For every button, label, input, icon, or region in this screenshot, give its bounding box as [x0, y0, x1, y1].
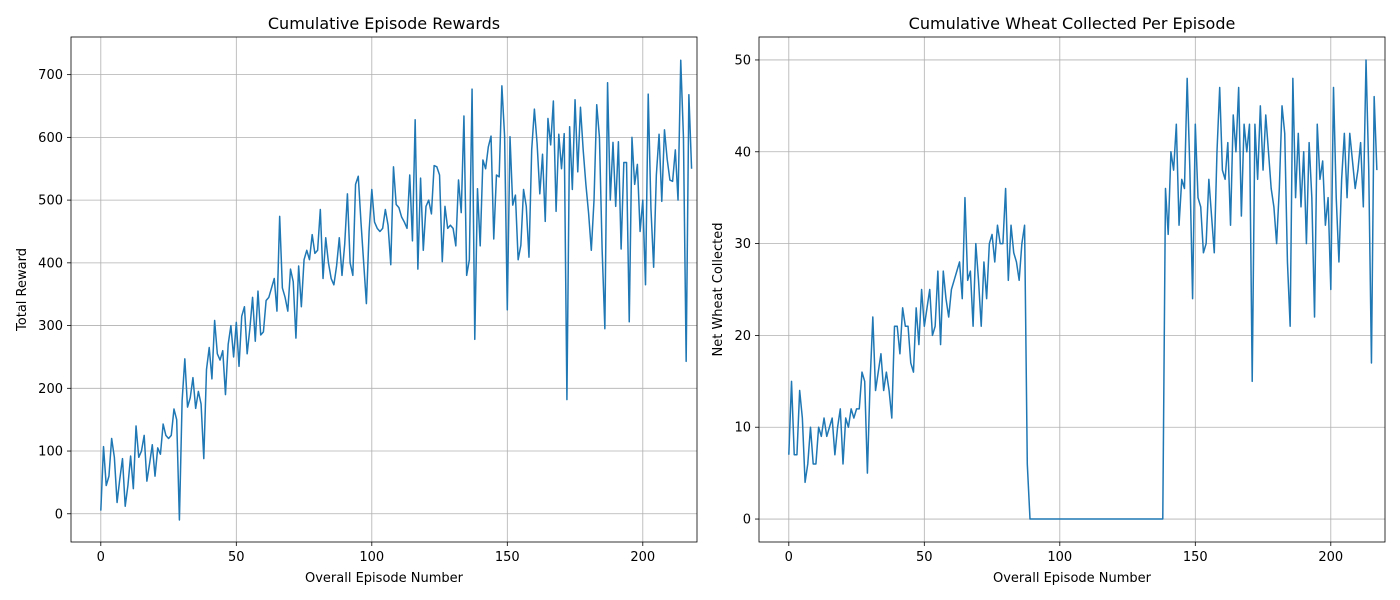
chart-title: Cumulative Wheat Collected Per Episode	[909, 14, 1236, 33]
x-tick-label: 0	[785, 550, 793, 565]
y-tick-label: 0	[743, 513, 751, 528]
plot-frame	[70, 36, 698, 543]
x-tick-label: 100	[1047, 550, 1072, 565]
chart-panel-2: 0 50 100 150 200 0 10 20 30 40 50 Cumulative Wheat …	[711, 14, 1386, 586]
x-tick-label: 50	[916, 550, 933, 565]
y-tick-label: 100	[38, 445, 63, 460]
x-tick-label: 200	[630, 550, 655, 565]
x-tick-label: 150	[495, 550, 520, 565]
x-tick-label: 50	[228, 550, 245, 565]
y-tick-label: 40	[734, 145, 751, 160]
y-tick-label: 50	[734, 53, 751, 68]
y-tick-label: 600	[38, 131, 63, 146]
plot-frame	[758, 36, 1386, 543]
y-axis-label: Total Reward	[15, 248, 30, 332]
data-series-line	[100, 59, 693, 521]
data-series-line	[788, 59, 1378, 520]
y-tick-label: 0	[55, 507, 63, 522]
x-tick-label: 150	[1183, 550, 1208, 565]
y-tick-label: 300	[38, 319, 63, 334]
x-tick-label: 0	[97, 550, 105, 565]
y-tick-label: 20	[734, 329, 751, 344]
y-tick-label: 400	[38, 256, 63, 271]
chart-title: Cumulative Episode Rewards	[268, 14, 500, 33]
x-axis-label: Overall Episode Number	[993, 571, 1152, 586]
y-tick-label: 10	[734, 421, 751, 436]
x-axis-label: Overall Episode Number	[305, 571, 464, 586]
y-axis-label: Net Wheat Collected	[711, 223, 726, 357]
y-tick-label: 700	[38, 68, 63, 83]
x-tick-label: 100	[359, 550, 384, 565]
y-tick-label: 200	[38, 382, 63, 397]
y-tick-label: 500	[38, 194, 63, 209]
x-tick-label: 200	[1318, 550, 1343, 565]
chart-panel-1: 0 50 100 150 200 0 100 200 300 400 500 600 700 Cumula…	[15, 14, 698, 586]
y-tick-label: 30	[734, 237, 751, 252]
